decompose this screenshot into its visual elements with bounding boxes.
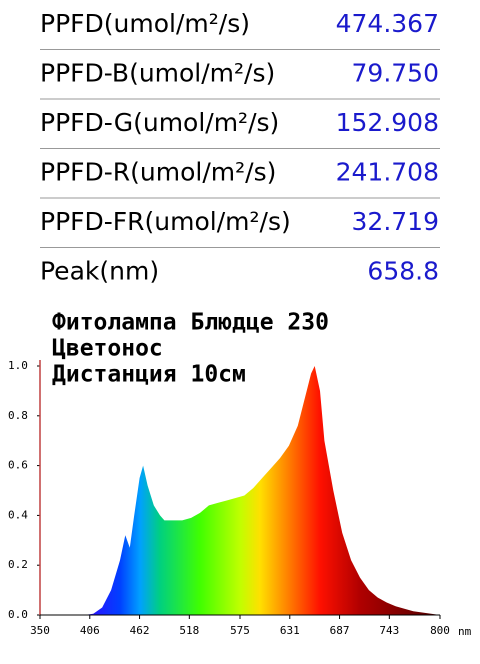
x-tick-label: 800 xyxy=(430,624,450,637)
reading-label: Peak(nm) xyxy=(40,257,159,286)
reading-label: PPFD-R(umol/m²/s) xyxy=(40,158,276,187)
spectrum-area xyxy=(40,366,440,615)
x-axis-label: nm xyxy=(458,625,472,638)
y-tick-label: 0.8 xyxy=(8,409,28,422)
reading-label: PPFD-B(umol/m²/s) xyxy=(40,59,275,88)
x-tick-label: 743 xyxy=(379,624,399,637)
reading-value: 152.908 xyxy=(336,108,439,137)
x-tick-label: 518 xyxy=(179,624,199,637)
x-tick-label: 631 xyxy=(280,624,300,637)
x-tick-label: 687 xyxy=(330,624,350,637)
reading-value: 32.719 xyxy=(352,207,439,236)
y-tick-label: 0.6 xyxy=(8,459,28,472)
reading-value: 474.367 xyxy=(336,9,439,38)
y-tick-label: 1.0 xyxy=(8,359,28,372)
y-tick-label: 0.0 xyxy=(8,608,28,621)
x-tick-label: 350 xyxy=(30,624,50,637)
reading-value: 79.750 xyxy=(352,59,439,88)
annotation: Дистанция 10см xyxy=(52,362,246,388)
y-tick-label: 0.2 xyxy=(8,558,28,571)
y-tick-label: 0.4 xyxy=(8,508,28,521)
x-tick-label: 462 xyxy=(130,624,150,637)
reading-label: PPFD-G(umol/m²/s) xyxy=(40,108,279,137)
reading-label: PPFD-FR(umol/m²/s) xyxy=(40,207,291,236)
reading-value: 658.8 xyxy=(367,257,439,286)
reading-value: 241.708 xyxy=(336,158,439,187)
x-tick-label: 575 xyxy=(230,624,250,637)
annotation: Цветонос xyxy=(52,336,163,362)
reading-label: PPFD(umol/m²/s) xyxy=(40,9,250,38)
x-tick-label: 406 xyxy=(80,624,100,637)
annotation: Фитолампа Блюдце 230 xyxy=(52,310,329,336)
